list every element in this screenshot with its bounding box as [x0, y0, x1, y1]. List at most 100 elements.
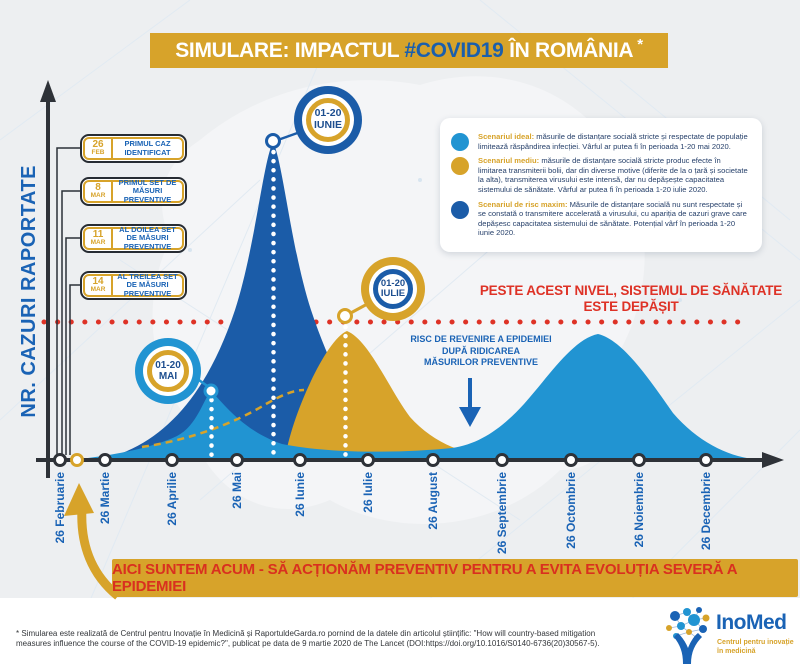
event-day: 8	[95, 182, 101, 194]
peak-marker-iunie	[265, 133, 281, 149]
x-label-octombrie: 26 Octombrie	[564, 472, 578, 549]
tick-26-martie	[98, 453, 112, 467]
legend-label: Scenariul de risc maxim:	[478, 199, 570, 209]
event-day: 14	[92, 276, 104, 288]
x-label-septembrie: 26 Septembrie	[495, 472, 509, 555]
legend-item-risc-maxim: Scenariul de risc maxim: Măsurile de dis…	[451, 200, 751, 238]
legend-description: măsurile de distanțare socială stricte p…	[478, 156, 748, 194]
legend-item-mediu: Scenariul mediu: măsurile de distanțare …	[451, 156, 751, 194]
x-label-noiembrie: 26 Noiembrie	[632, 472, 646, 548]
threshold-line2: ESTE DEPĂȘIT	[583, 299, 679, 314]
legend-label: Scenariul mediu:	[478, 156, 542, 166]
curve-mediu-dashed-flank	[141, 388, 305, 449]
inomed-tagline: Centrul pentru inovație în medicină	[717, 639, 794, 655]
x-label-decembrie: 26 Decembrie	[699, 472, 713, 551]
call-to-action-banner: AICI SUNTEM ACUM - SĂ ACȚIONĂM PREVENTIV…	[112, 559, 798, 597]
peak-marker-iulie	[337, 308, 353, 324]
title-part1: SIMULARE: IMPACTUL	[175, 38, 405, 62]
event-label: AL DOILEA SET DE MĂSURI PREVENTIVE	[119, 224, 176, 251]
x-label-august: 26 August	[426, 472, 440, 530]
legend-description: Măsurile de distanțare socială nu sunt r…	[478, 199, 747, 238]
event-date: 26 FEB	[85, 139, 113, 158]
legend-item-ideal: Scenariul ideal: măsurile de distanțare …	[451, 132, 751, 151]
event-date: 11 MAR	[85, 229, 113, 248]
y-axis-arrowhead	[40, 80, 56, 102]
event-month: MAR	[90, 239, 106, 247]
resurgence-line2: DUPĂ RIDICAREA	[441, 345, 520, 356]
peak-period: 01-20	[380, 277, 406, 289]
source-footnote: * Simularea este realizată de Centrul pe…	[16, 629, 600, 648]
resurgence-line1: RISC DE REVENIRE A EPIDEMIEI	[410, 334, 552, 344]
legend-text: Scenariul mediu: măsurile de distanțare …	[478, 156, 751, 194]
event-label: AL TREILEA SET DE MĂSURI PREVENTIVE	[117, 271, 178, 298]
peak-bubble-mai: 01-20 MAI	[147, 350, 189, 392]
curve-risc-maxim	[100, 142, 430, 460]
peak-period: 01-20	[314, 107, 342, 120]
resurgence-line3: MĂSURILOR PREVENTIVE	[423, 357, 538, 367]
legend-text: Scenariul de risc maxim: Măsurile de dis…	[478, 200, 751, 238]
tick-26-iulie	[361, 453, 375, 467]
inomed-logo: InoMed Centrul pentru inovație în medici…	[652, 599, 798, 669]
curve-mediu	[285, 331, 504, 460]
tick-26-iunie	[293, 453, 307, 467]
event-label: PRIMUL CAZ IDENTIFICAT	[124, 138, 171, 157]
legend-dot-ideal	[451, 133, 469, 151]
event-label: PRIMUL SET DE MĂSURI PREVENTIVE	[118, 177, 177, 204]
event-connector-4	[69, 284, 80, 455]
peak-bubble-iunie: 01-20 IUNIE	[306, 98, 350, 142]
inomed-name: InoMed	[716, 611, 787, 634]
legend-dot-mediu	[451, 157, 469, 176]
event-callout-primul-caz: 26 FEB PRIMUL CAZ IDENTIFICAT	[80, 134, 187, 163]
inomed-tree-icon	[666, 607, 710, 664]
tick-26-noiembrie	[632, 453, 646, 467]
tick-26-februarie	[53, 453, 67, 467]
x-label-iunie: 26 Iunie	[293, 472, 307, 517]
we-are-here-arrowhead	[64, 483, 94, 516]
event-date: 14 MAR	[85, 276, 113, 295]
event-callout-primul-set: 8 MAR PRIMUL SET DE MĂSURI PREVENTIVE	[80, 177, 187, 206]
x-label-mai: 26 Mai	[230, 472, 244, 509]
tick-26-decembrie	[699, 453, 713, 467]
event-month: MAR	[90, 192, 106, 200]
tick-26-octombrie	[564, 453, 578, 467]
legend-description: măsurile de distanțare socială stricte ș…	[478, 132, 748, 151]
event-connector-1	[56, 147, 80, 455]
curve-ideal	[70, 334, 757, 460]
peak-bubble-iulie: 01-20 IULIE	[373, 269, 413, 309]
y-axis-label: NR. CAZURI RAPORTATE	[18, 165, 40, 418]
x-axis-arrowhead	[762, 452, 784, 468]
peak-marker-mai	[203, 383, 219, 399]
x-label-iulie: 26 Iulie	[361, 472, 375, 513]
peak-month: MAI	[158, 371, 178, 382]
event-month: MAR	[90, 286, 106, 294]
event-connector-3	[65, 237, 80, 455]
tick-26-mai	[230, 453, 244, 467]
event-connector-2	[61, 190, 80, 455]
legend-text: Scenariul ideal: măsurile de distanțare …	[478, 132, 751, 151]
x-label-aprilie: 26 Aprilie	[165, 472, 179, 526]
resurgence-note: RISC DE REVENIRE A EPIDEMIEI DUPĂ RIDICA…	[396, 334, 566, 369]
current-position-marker	[70, 453, 84, 467]
event-day: 11	[92, 229, 104, 241]
tick-26-august	[426, 453, 440, 467]
event-day: 26	[92, 139, 104, 151]
peak-period: 01-20	[155, 360, 181, 371]
tick-26-septembrie	[495, 453, 509, 467]
legend-label: Scenariul ideal:	[478, 132, 537, 141]
title-bar: SIMULARE: IMPACTUL #COVID19 ÎN ROMÂNIA *	[150, 33, 668, 68]
legend-dot-risc-maxim	[451, 200, 469, 219]
peak-month: IULIE	[380, 288, 406, 299]
title-part2: ÎN ROMÂNIA	[503, 38, 634, 62]
threshold-line1: PESTE ACEST NIVEL, SISTEMUL DE SĂNĂTATE	[479, 283, 783, 298]
peak-month: IUNIE	[313, 119, 342, 131]
x-label-februarie: 26 Februarie	[53, 472, 67, 544]
scenario-legend: Scenariul ideal: măsurile de distanțare …	[440, 118, 762, 252]
threshold-warning-text: PESTE ACEST NIVEL, SISTEMUL DE SĂNĂTATE …	[468, 283, 794, 315]
title-hashtag-covid19: #COVID19	[404, 38, 504, 62]
event-callout-al-doilea-set: 11 MAR AL DOILEA SET DE MĂSURI PREVENTIVE	[80, 224, 187, 253]
event-callout-al-treilea-set: 14 MAR AL TREILEA SET DE MĂSURI PREVENTIV…	[80, 271, 187, 300]
tick-26-aprilie	[165, 453, 179, 467]
title-asterisk: *	[637, 36, 643, 53]
